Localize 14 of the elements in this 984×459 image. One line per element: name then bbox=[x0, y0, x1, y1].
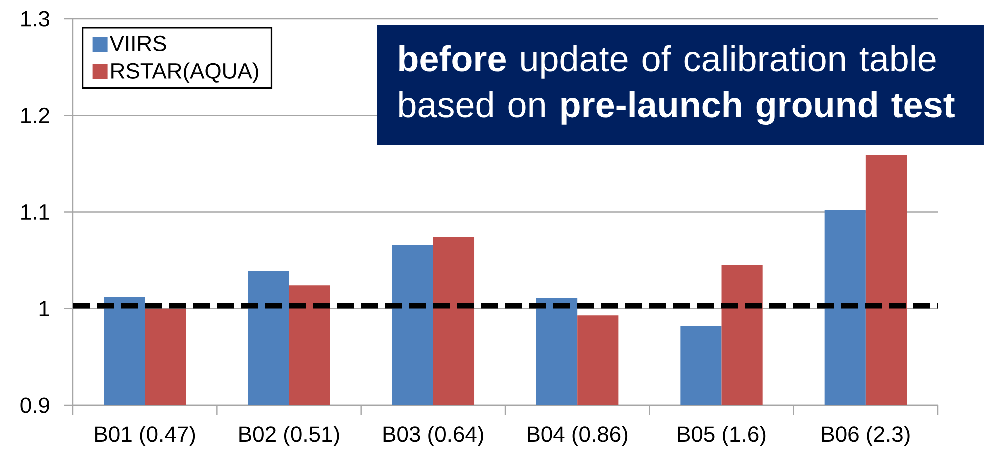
x-tick-label: B05 (1.6) bbox=[678, 426, 766, 447]
y-tick-label: 1.3 bbox=[22, 11, 50, 27]
x-tick-label: B02 (0.51) bbox=[240, 426, 340, 447]
legend-label: VIIRS bbox=[110, 36, 166, 52]
x-tick-label: B04 (0.86) bbox=[528, 426, 628, 447]
legend-label: RSTAR(AQUA) bbox=[112, 62, 258, 84]
y-tick-label: 1.2 bbox=[22, 108, 50, 124]
x-tick-label: B03 (0.64) bbox=[384, 426, 484, 447]
x-tick-label: B01 (0.47) bbox=[96, 426, 196, 447]
x-tick-label: B06 (2.3) bbox=[822, 426, 910, 447]
y-tick-label: 1.1 bbox=[22, 204, 50, 220]
y-tick-label: 0.9 bbox=[20, 398, 50, 414]
annotation: before update of calibration table based on pre-launch ground test bbox=[400, 45, 955, 126]
y-tick-label: 1 bbox=[40, 301, 50, 316]
